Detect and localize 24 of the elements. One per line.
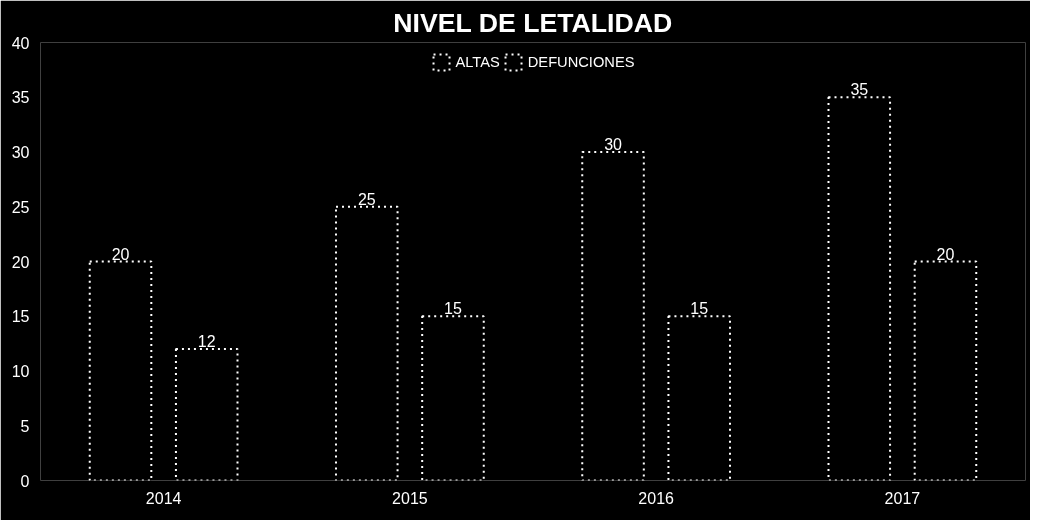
y-tick-label: 40: [11, 34, 30, 52]
x-tick-label: 2014: [145, 489, 182, 507]
data-label: 15: [690, 300, 709, 318]
y-tick-label: 20: [11, 253, 30, 271]
legend-label: ALTAS: [455, 54, 500, 70]
y-tick-label: 15: [11, 308, 30, 326]
data-label: 25: [357, 190, 376, 208]
data-label: 12: [197, 333, 216, 351]
x-tick-label: 2016: [638, 489, 675, 507]
data-label: 20: [936, 245, 955, 263]
x-tick-label: 2015: [392, 489, 428, 507]
y-tick-label: 25: [11, 198, 30, 216]
x-tick-label: 2017: [884, 489, 921, 507]
y-tick-label: 10: [11, 363, 30, 380]
y-tick-label: 5: [20, 417, 30, 435]
y-tick-label: 35: [11, 89, 30, 107]
chart-title: NIVEL DE LETALIDAD: [393, 7, 673, 38]
y-tick-label: 0: [20, 472, 30, 490]
y-tick-label: 30: [11, 144, 30, 161]
legend-label: DEFUNCIONES: [527, 54, 635, 70]
data-label: 35: [850, 81, 869, 99]
data-label: 15: [444, 300, 462, 318]
data-label: 30: [604, 136, 623, 153]
data-label: 20: [111, 245, 130, 263]
